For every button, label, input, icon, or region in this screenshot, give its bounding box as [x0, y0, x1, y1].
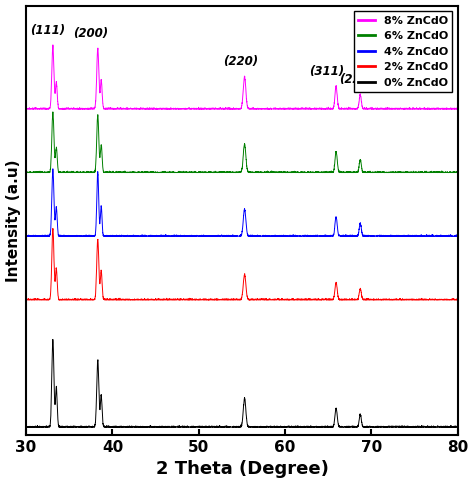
Text: (311): (311): [309, 65, 344, 77]
Y-axis label: Intensity (a.u): Intensity (a.u): [6, 159, 20, 282]
Text: (111): (111): [30, 24, 65, 37]
Text: (222): (222): [339, 73, 374, 86]
X-axis label: 2 Theta (Degree): 2 Theta (Degree): [155, 460, 328, 479]
Text: (200): (200): [73, 27, 109, 40]
Legend: 8% ZnCdO, 6% ZnCdO, 4% ZnCdO, 2% ZnCdO, 0% ZnCdO: 8% ZnCdO, 6% ZnCdO, 4% ZnCdO, 2% ZnCdO, …: [354, 11, 452, 92]
Text: (220): (220): [223, 55, 258, 68]
